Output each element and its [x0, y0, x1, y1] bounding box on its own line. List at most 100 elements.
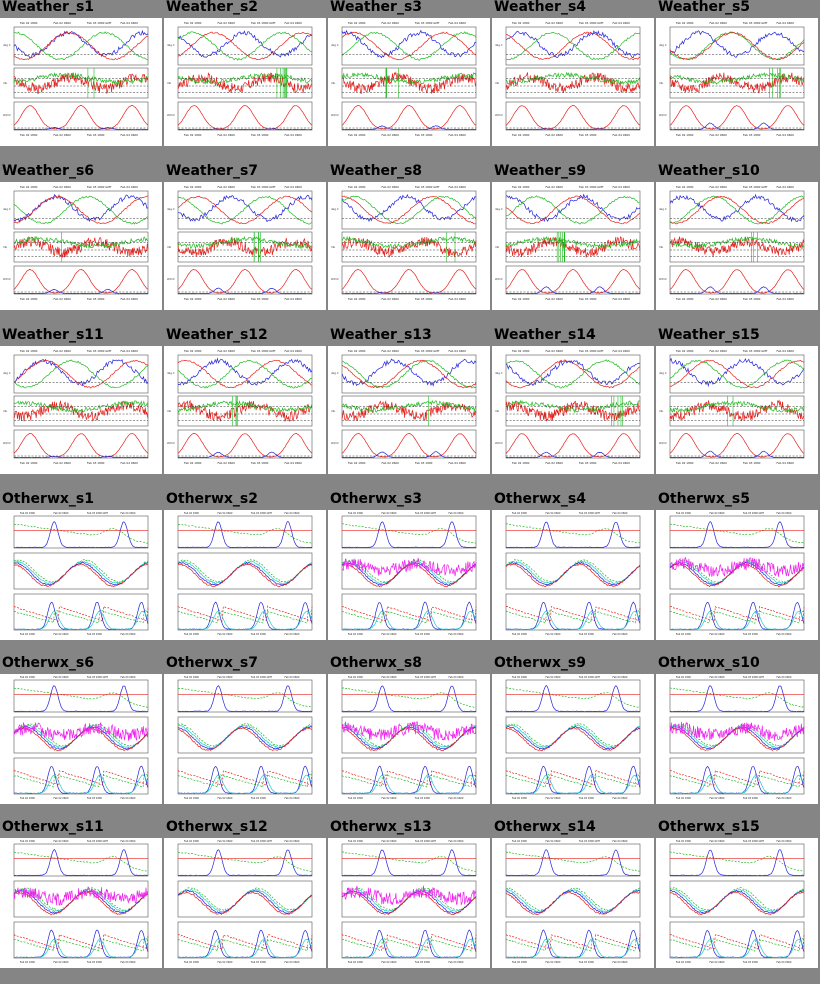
x-tick-label-top: Feb 04 0600 — [777, 349, 795, 353]
x-tick-label-bottom: Feb 03 1800 — [743, 461, 761, 465]
x-tick-label-top: Feb 02 0600 — [382, 676, 397, 679]
green-series-line — [505, 773, 641, 788]
x-tick-label-top: Feb 02 1800 — [676, 512, 691, 515]
x-tick-label-top: Feb 04 0600 — [613, 21, 631, 25]
x-tick-label-top: Feb 04 0600 — [777, 185, 795, 189]
otherwx-chart: Feb 02 1800 Feb 02 0600 Feb 03 1800 GMT Feb… — [492, 674, 654, 804]
x-tick-label-top: Feb 02 0600 — [54, 349, 72, 353]
green-series-line — [341, 773, 477, 788]
green-series-line — [669, 887, 805, 911]
x-tick-label-top: Feb 02 1800 — [184, 185, 202, 189]
x-tick-label-top: Feb 02 0600 — [54, 512, 69, 515]
x-tick-label-bottom: Feb 03 1800 — [579, 133, 597, 137]
air-temp-series-line — [177, 195, 313, 225]
x-tick-label-bottom: Feb 02 1800 — [512, 633, 527, 636]
blue-series-line — [13, 521, 149, 549]
wind-dir-series-line — [341, 399, 477, 414]
rh-series-line — [13, 359, 149, 389]
x-tick-label-top: Feb 04 0600 — [285, 349, 303, 353]
panel-title: Weather_s5 — [658, 0, 751, 15]
x-tick-label-top: Feb 02 0600 — [382, 840, 397, 843]
middle-panel-frame — [13, 231, 149, 263]
pressure-series-line — [13, 72, 149, 95]
x-tick-label-bottom: Feb 03 1800 — [743, 133, 761, 137]
blue-series-line — [505, 521, 641, 549]
cyan-series-line — [505, 888, 641, 913]
green-series-line — [342, 937, 477, 953]
x-tick-label-top: Feb 02 0600 — [54, 21, 72, 25]
x-tick-label-top: Feb 02 1800 — [348, 840, 363, 843]
x-tick-label-top: Feb 03 1800 GMT — [251, 349, 276, 353]
x-tick-label-bottom: Feb 02 1800 — [184, 133, 202, 137]
chart-cell: Weather_s13 Feb 02 1800 Feb 02 0600 Feb 03 … — [328, 327, 490, 492]
x-tick-label-bottom: Feb 04 0600 — [121, 633, 136, 636]
panel-title: Otherwx_s4 — [494, 491, 586, 507]
top-panel-frame — [341, 515, 477, 549]
rain-series-line — [669, 450, 805, 459]
x-tick-label-top: Feb 02 1800 — [20, 185, 38, 189]
x-tick-label-bottom: Feb 02 0600 — [218, 633, 233, 636]
x-tick-label-bottom: Feb 02 1800 — [676, 961, 691, 964]
pressure-series-line — [341, 71, 477, 95]
solar-series-line — [505, 433, 641, 458]
green-series-line — [177, 723, 313, 747]
y-label-top: deg C — [3, 43, 11, 47]
pressure-series-line — [341, 236, 477, 258]
bottom-panel-frame — [13, 429, 149, 459]
x-tick-label-bottom: Feb 04 0600 — [613, 633, 628, 636]
weather-chart: Feb 02 1800 Feb 02 0600 Feb 03 1800 GMT Feb… — [656, 182, 818, 310]
chart-cell: Weather_s2 Feb 02 1800 Feb 02 0600 Feb 03 1… — [164, 0, 326, 164]
blue-series-line — [13, 685, 149, 713]
red-series-line — [505, 605, 641, 622]
blue-series-line — [13, 726, 149, 750]
chart-cell: Weather_s5 Feb 02 1800 Feb 02 0600 Feb 03 1… — [656, 0, 818, 164]
y-label-bottom: W/m2 — [331, 277, 339, 281]
rain-series-line — [505, 451, 641, 459]
middle-panel-frame — [505, 716, 641, 754]
green-series-line — [505, 851, 641, 872]
red-series-line — [669, 605, 805, 623]
chart-cell: Otherwx_s5 Feb 02 1800 Feb 02 0600 Feb 03 1… — [656, 491, 818, 656]
y-label-middle: mb — [495, 409, 500, 413]
weather-chart: Feb 02 1800 Feb 02 0600 Feb 03 1800 GMT Feb… — [0, 346, 162, 474]
chart-cell: Otherwx_s4 Feb 02 1800 Feb 02 0600 Feb 03 1… — [492, 491, 654, 656]
x-tick-label-top: Feb 04 0600 — [449, 676, 464, 679]
green-series-line — [341, 523, 477, 544]
chart-cell: Otherwx_s9 Feb 02 1800 Feb 02 0600 Feb 03 1… — [492, 655, 654, 820]
rain-series-line — [13, 455, 148, 459]
x-tick-label-top: Feb 02 0600 — [710, 676, 725, 679]
bottom-panel-frame — [669, 921, 805, 959]
air-temp-series-line — [505, 195, 641, 225]
pressure-series-line — [505, 400, 641, 422]
top-panel-frame — [177, 190, 313, 230]
x-tick-label-top: Feb 02 0600 — [382, 349, 400, 353]
x-tick-label-bottom: Feb 02 0600 — [54, 797, 69, 800]
x-tick-label-top: Feb 03 1800 GMT — [579, 676, 601, 679]
bottom-panel-frame — [13, 101, 149, 131]
x-tick-label-bottom: Feb 04 0600 — [121, 797, 136, 800]
wind-dir-series-line — [669, 236, 805, 250]
middle-panel-frame — [13, 880, 149, 918]
middle-panel-frame — [13, 552, 149, 590]
green-series-line — [669, 609, 805, 625]
panel-title: Otherwx_s8 — [330, 655, 422, 671]
x-tick-label-bottom: Feb 03 1800 — [87, 797, 102, 800]
green-series-line — [669, 773, 805, 788]
x-tick-label-top: Feb 02 0600 — [546, 185, 564, 189]
x-tick-label-bottom: Feb 04 0600 — [613, 961, 628, 964]
y-label-bottom: W/m2 — [659, 441, 667, 445]
red-series-line — [505, 727, 641, 752]
x-tick-label-top: Feb 04 0600 — [613, 349, 631, 353]
y-label-middle: mb — [3, 409, 8, 413]
y-label-middle: mb — [167, 81, 172, 85]
panel-title: Weather_s9 — [494, 163, 587, 179]
solar-series-line — [341, 105, 477, 130]
x-tick-label-top: Feb 02 1800 — [348, 21, 366, 25]
y-label-middle: mb — [3, 245, 8, 249]
x-tick-label-bottom: Feb 02 1800 — [676, 461, 694, 465]
red-series-line — [13, 727, 149, 752]
x-tick-label-top: Feb 04 0600 — [121, 185, 139, 189]
air-temp-series-line — [13, 195, 148, 224]
x-tick-label-bottom: Feb 02 0600 — [710, 633, 725, 636]
bottom-panel-frame — [13, 921, 149, 959]
